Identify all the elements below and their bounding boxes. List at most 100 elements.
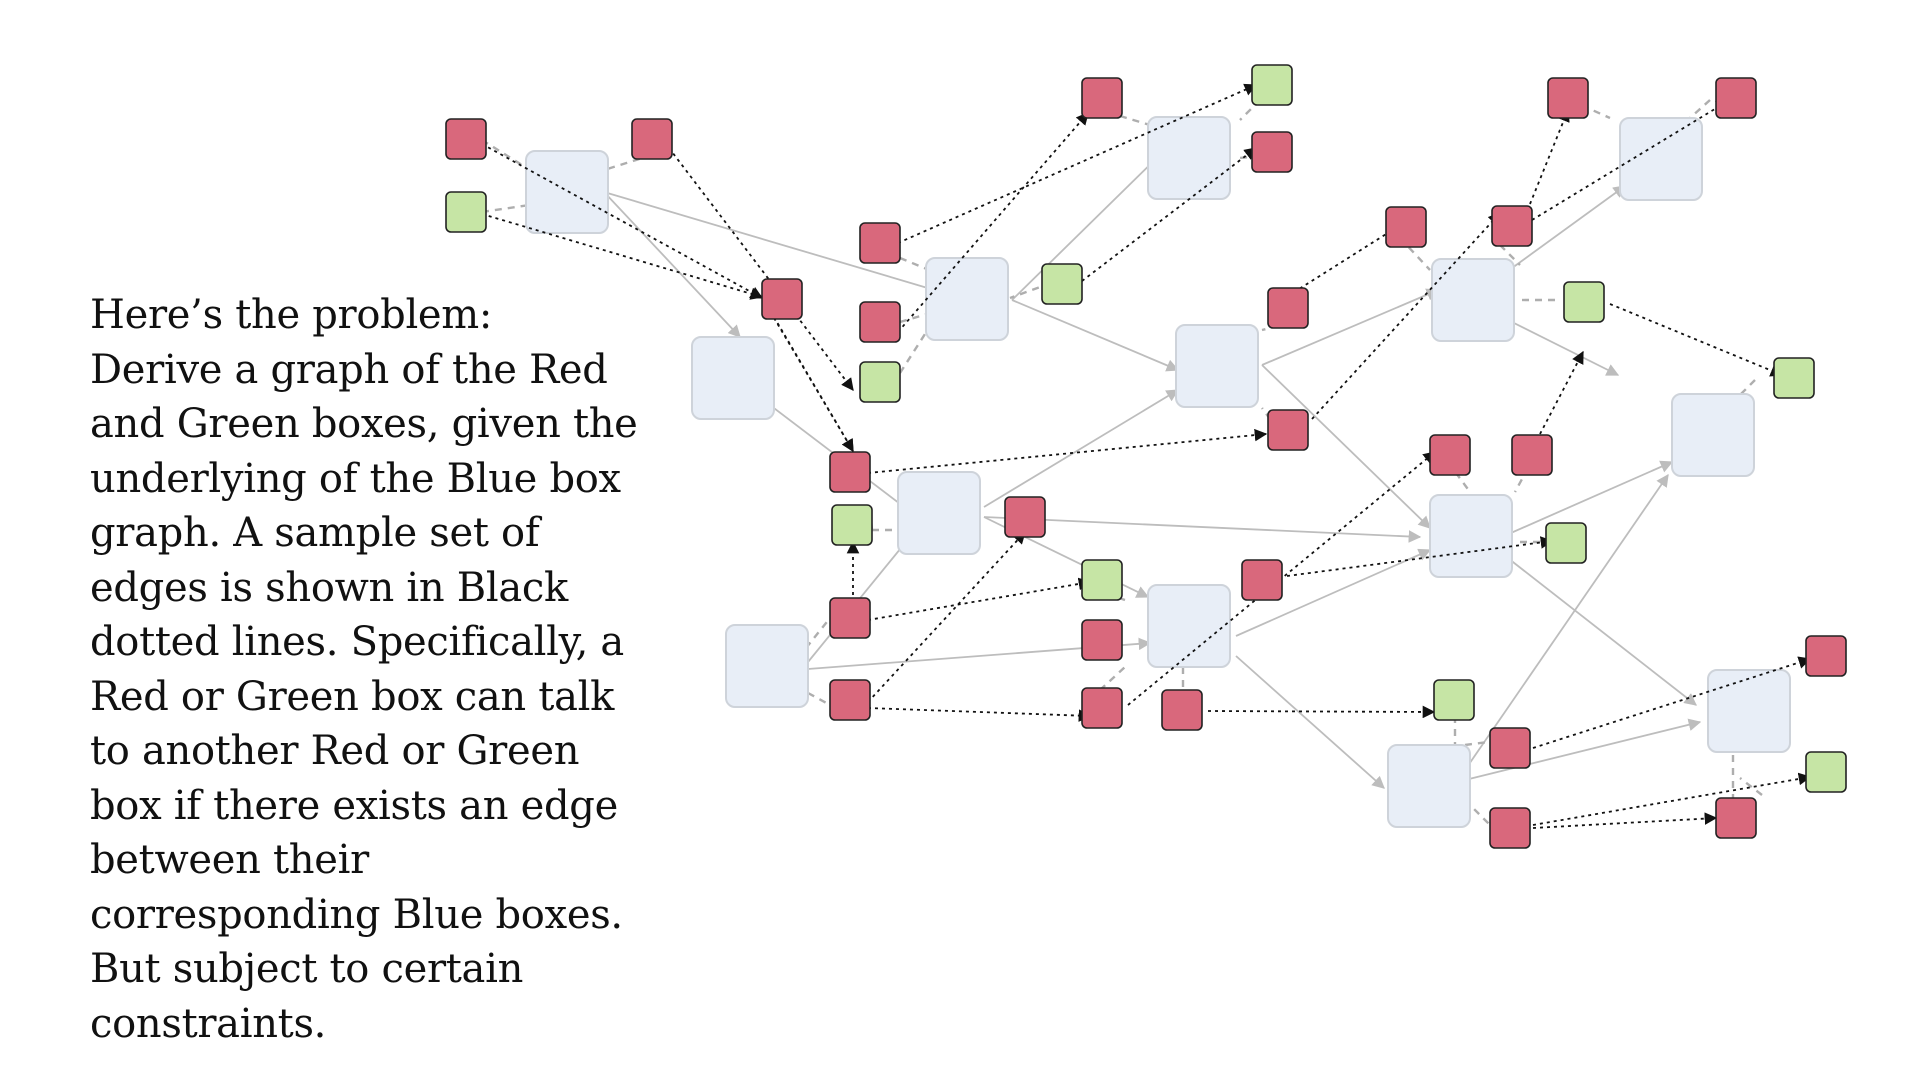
- blue-edge: [1235, 655, 1385, 789]
- blue-box: [1387, 744, 1471, 828]
- blue-edge: [1464, 473, 1669, 771]
- membership-link: [1689, 99, 1711, 119]
- blue-box: [525, 150, 609, 234]
- green-box: [1805, 751, 1847, 793]
- sample-edge: [668, 147, 854, 392]
- red-box: [1385, 206, 1427, 248]
- sample-edge: [773, 316, 854, 453]
- sample-edge: [1539, 350, 1584, 435]
- sample-edge: [1311, 212, 1501, 420]
- blue-box: [1671, 393, 1755, 477]
- membership-link: [805, 617, 831, 649]
- sample-edge: [867, 707, 1092, 722]
- blue-edge: [1261, 364, 1431, 529]
- red-box: [859, 301, 901, 343]
- blue-edge: [1011, 144, 1171, 301]
- green-box: [445, 191, 487, 233]
- red-box: [1251, 131, 1293, 173]
- red-box: [829, 597, 871, 639]
- red-box: [829, 679, 871, 721]
- blue-edge: [1464, 718, 1702, 781]
- membership-link: [1739, 777, 1763, 796]
- red-box: [859, 222, 901, 264]
- sample-edge: [1531, 100, 1730, 221]
- blue-box: [725, 624, 809, 708]
- problem-text: Here’s the problem: Derive a graph of th…: [90, 292, 638, 1047]
- sample-edge: [481, 143, 764, 299]
- red-box: [1267, 287, 1309, 329]
- sample-edge: [897, 83, 1258, 244]
- sample-edge: [1081, 147, 1258, 282]
- membership-link: [807, 691, 831, 707]
- red-box: [1161, 689, 1203, 731]
- blue-edge: [603, 191, 741, 338]
- red-box: [1805, 635, 1847, 677]
- red-box: [1715, 797, 1757, 839]
- red-box: [761, 278, 803, 320]
- red-box: [445, 118, 487, 160]
- membership-link: [1099, 666, 1126, 691]
- green-box: [1251, 64, 1293, 106]
- membership-link: [1499, 244, 1521, 266]
- sample-edge: [867, 531, 1026, 703]
- blue-edge: [983, 516, 1422, 543]
- red-box: [1081, 619, 1123, 661]
- sample-edge: [1529, 108, 1570, 205]
- membership-link: [481, 138, 531, 172]
- blue-box: [1147, 584, 1231, 668]
- red-box: [1489, 807, 1531, 849]
- membership-link: [603, 153, 653, 172]
- membership-link: [1739, 379, 1756, 396]
- sample-edge: [1609, 303, 1784, 377]
- red-box: [1267, 409, 1309, 451]
- blue-box: [1175, 324, 1259, 408]
- blue-edge: [603, 191, 970, 303]
- blue-edge: [1494, 547, 1697, 706]
- red-box: [1241, 559, 1283, 601]
- blue-box: [691, 336, 775, 420]
- red-box: [1429, 434, 1471, 476]
- green-box: [1545, 522, 1587, 564]
- blue-edge: [1494, 460, 1674, 541]
- green-box: [859, 361, 901, 403]
- blue-box: [1429, 494, 1513, 578]
- sample-edge: [1532, 772, 1812, 826]
- red-box: [1547, 77, 1589, 119]
- red-boxes: [445, 77, 1847, 849]
- sample-edge: [867, 577, 1092, 621]
- membership-link: [481, 203, 531, 214]
- green-boxes: [445, 64, 1847, 793]
- red-box: [1004, 496, 1046, 538]
- blue-box: [1147, 116, 1231, 200]
- red-box: [631, 118, 673, 160]
- blue-box: [1707, 669, 1791, 753]
- red-box: [1491, 205, 1533, 247]
- blue-box: [1619, 117, 1703, 201]
- green-box: [1563, 281, 1605, 323]
- sample-edge: [1286, 536, 1554, 577]
- blue-box: [1431, 258, 1515, 342]
- red-box: [1715, 77, 1757, 119]
- green-box: [831, 504, 873, 546]
- blue-box: [925, 257, 1009, 341]
- red-box: [1489, 727, 1531, 769]
- blue-box: [897, 471, 981, 555]
- blue-edge: [1011, 299, 1180, 372]
- blue-edge: [1235, 548, 1432, 637]
- green-box: [1081, 559, 1123, 601]
- blue-boxes: [525, 116, 1791, 828]
- red-box: [1081, 77, 1123, 119]
- red-box: [1081, 687, 1123, 729]
- sample-edge: [1287, 223, 1404, 297]
- green-box: [1041, 263, 1083, 305]
- membership-link: [1464, 740, 1489, 747]
- sample-edge: [1207, 705, 1436, 719]
- sample-edge: [867, 428, 1268, 474]
- blue-edge: [983, 389, 1180, 508]
- blue-edge: [807, 531, 915, 663]
- green-box: [1773, 357, 1815, 399]
- sample-edge: [1532, 812, 1718, 829]
- sample-edge: [773, 317, 854, 453]
